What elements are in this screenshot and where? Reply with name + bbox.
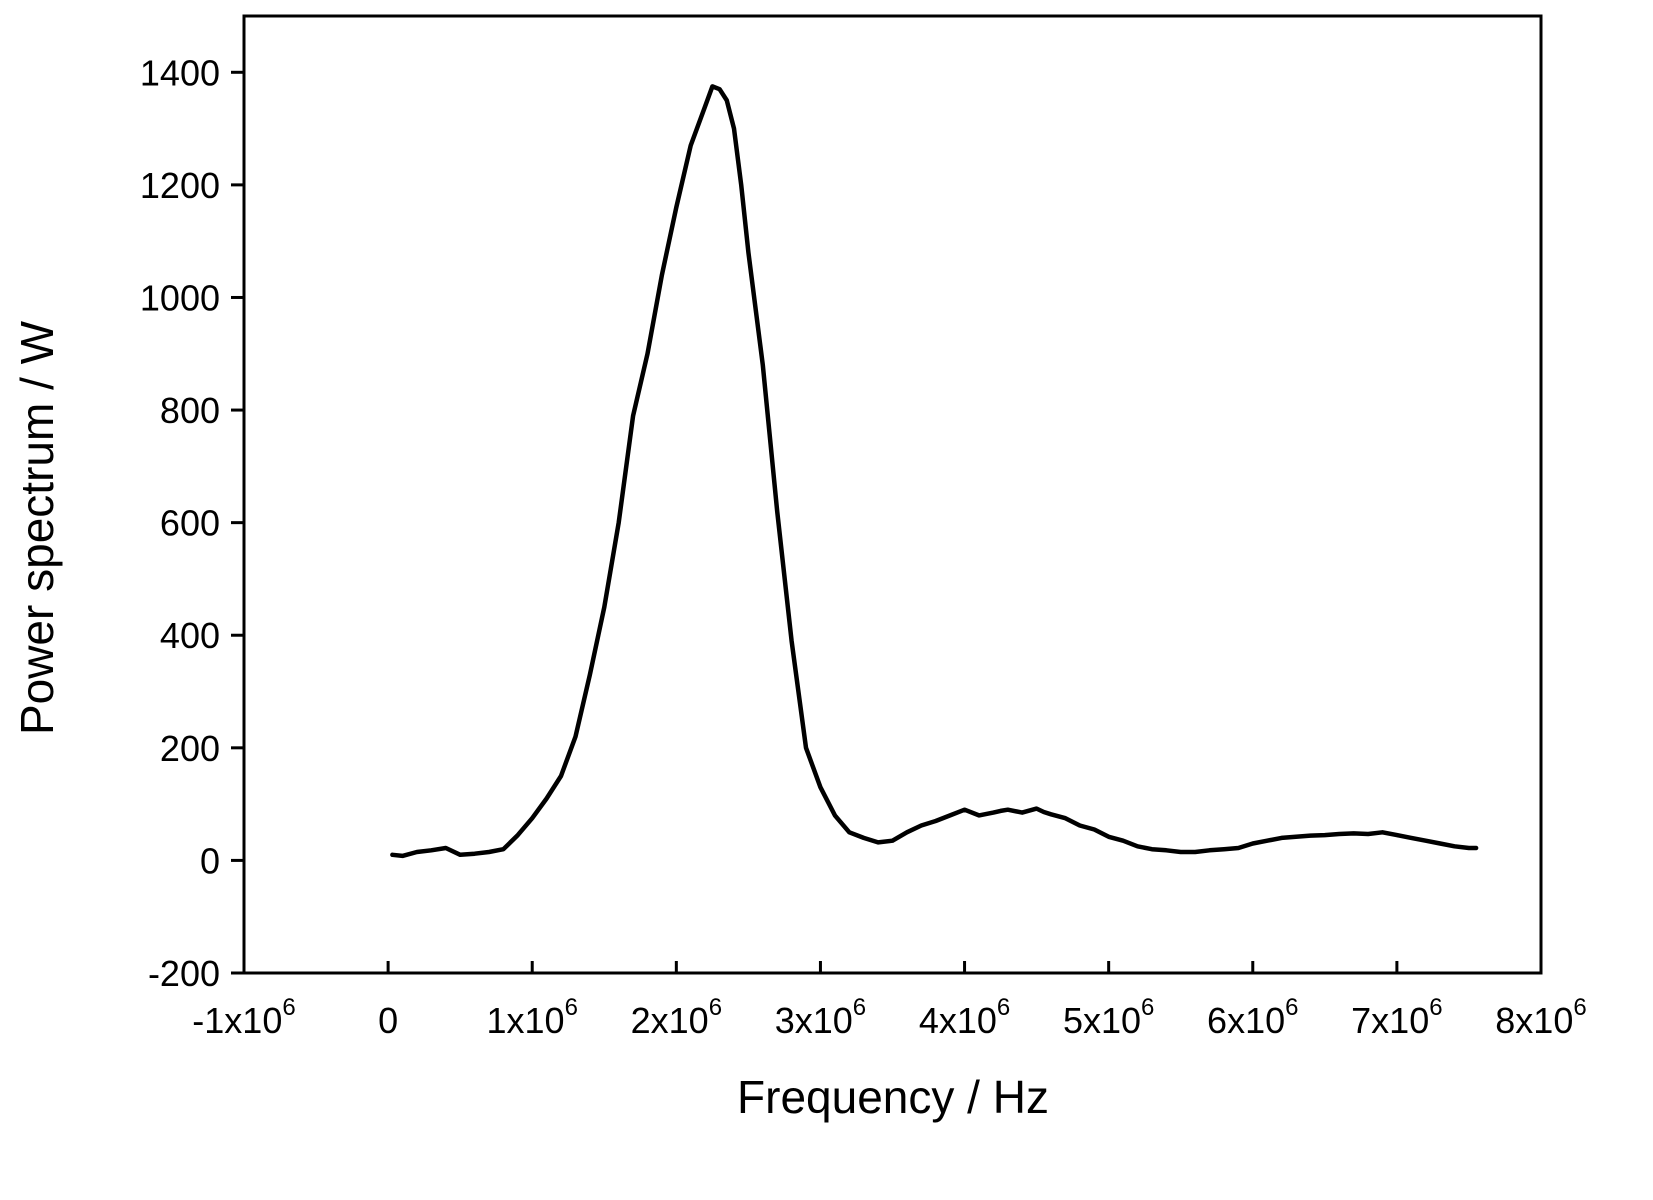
x-tick-label: -1x106 [192, 994, 295, 1041]
x-tick-mantissa: 2x10 [631, 1000, 709, 1041]
x-tick-mantissa: 3x10 [775, 1000, 853, 1041]
x-tick-mantissa: 1x10 [487, 1000, 565, 1041]
x-tick-exponent: 6 [709, 994, 722, 1021]
y-tick-label: -200 [148, 953, 220, 994]
x-tick-label: 6x106 [1207, 994, 1298, 1041]
x-tick-exponent: 6 [853, 994, 866, 1021]
plot-frame [242, 14, 1543, 975]
y-tick-label: 800 [160, 390, 220, 431]
y-tick-label: 600 [160, 503, 220, 544]
y-tick-label: 200 [160, 728, 220, 769]
x-tick-mantissa: 5x10 [1063, 1000, 1141, 1041]
y-tick-label: 1200 [140, 165, 220, 206]
x-tick-label: 0 [378, 1000, 398, 1041]
y-tick-label: 1400 [140, 52, 220, 93]
y-tick-label: 1000 [140, 277, 220, 318]
x-axis-ticks: -1x106 0 1x106 2x106 3x106 4x106 5x106 6x106 7x1… [192, 961, 1587, 1041]
series-line [390, 84, 1479, 859]
x-axis-label: Frequency / Hz [737, 1071, 1049, 1123]
x-tick-label: 7x106 [1351, 994, 1442, 1041]
y-tick-label: 0 [200, 840, 220, 881]
x-tick-exponent: 6 [997, 994, 1010, 1021]
y-axis-ticks: -200 0 200 400 600 800 1000 1200 1400 [140, 52, 244, 994]
x-tick-exponent: 6 [1285, 994, 1298, 1021]
x-tick-exponent: 6 [1429, 994, 1442, 1021]
x-tick-mantissa: 8x10 [1495, 1000, 1573, 1041]
x-tick-exponent: 6 [1573, 994, 1586, 1021]
x-tick-mantissa: 7x10 [1351, 1000, 1429, 1041]
y-tick-label: 400 [160, 615, 220, 656]
x-tick-exponent: 6 [1141, 994, 1154, 1021]
x-tick-exponent: 6 [282, 994, 295, 1021]
x-tick-label: 1x106 [487, 994, 578, 1041]
x-tick-label: 3x106 [775, 994, 866, 1041]
x-tick-label: 8x106 [1495, 994, 1586, 1041]
x-tick-exponent: 6 [565, 994, 578, 1021]
x-tick-mantissa: 4x10 [919, 1000, 997, 1041]
x-tick-label: 2x106 [631, 994, 722, 1041]
x-tick-mantissa: -1x10 [192, 1000, 282, 1041]
x-tick-mantissa: 6x10 [1207, 1000, 1285, 1041]
x-tick-label: 4x106 [919, 994, 1010, 1041]
y-axis-label: Power spectrum / W [11, 320, 63, 735]
x-tick-mantissa: 0 [378, 1000, 398, 1041]
x-tick-label: 5x106 [1063, 994, 1154, 1041]
